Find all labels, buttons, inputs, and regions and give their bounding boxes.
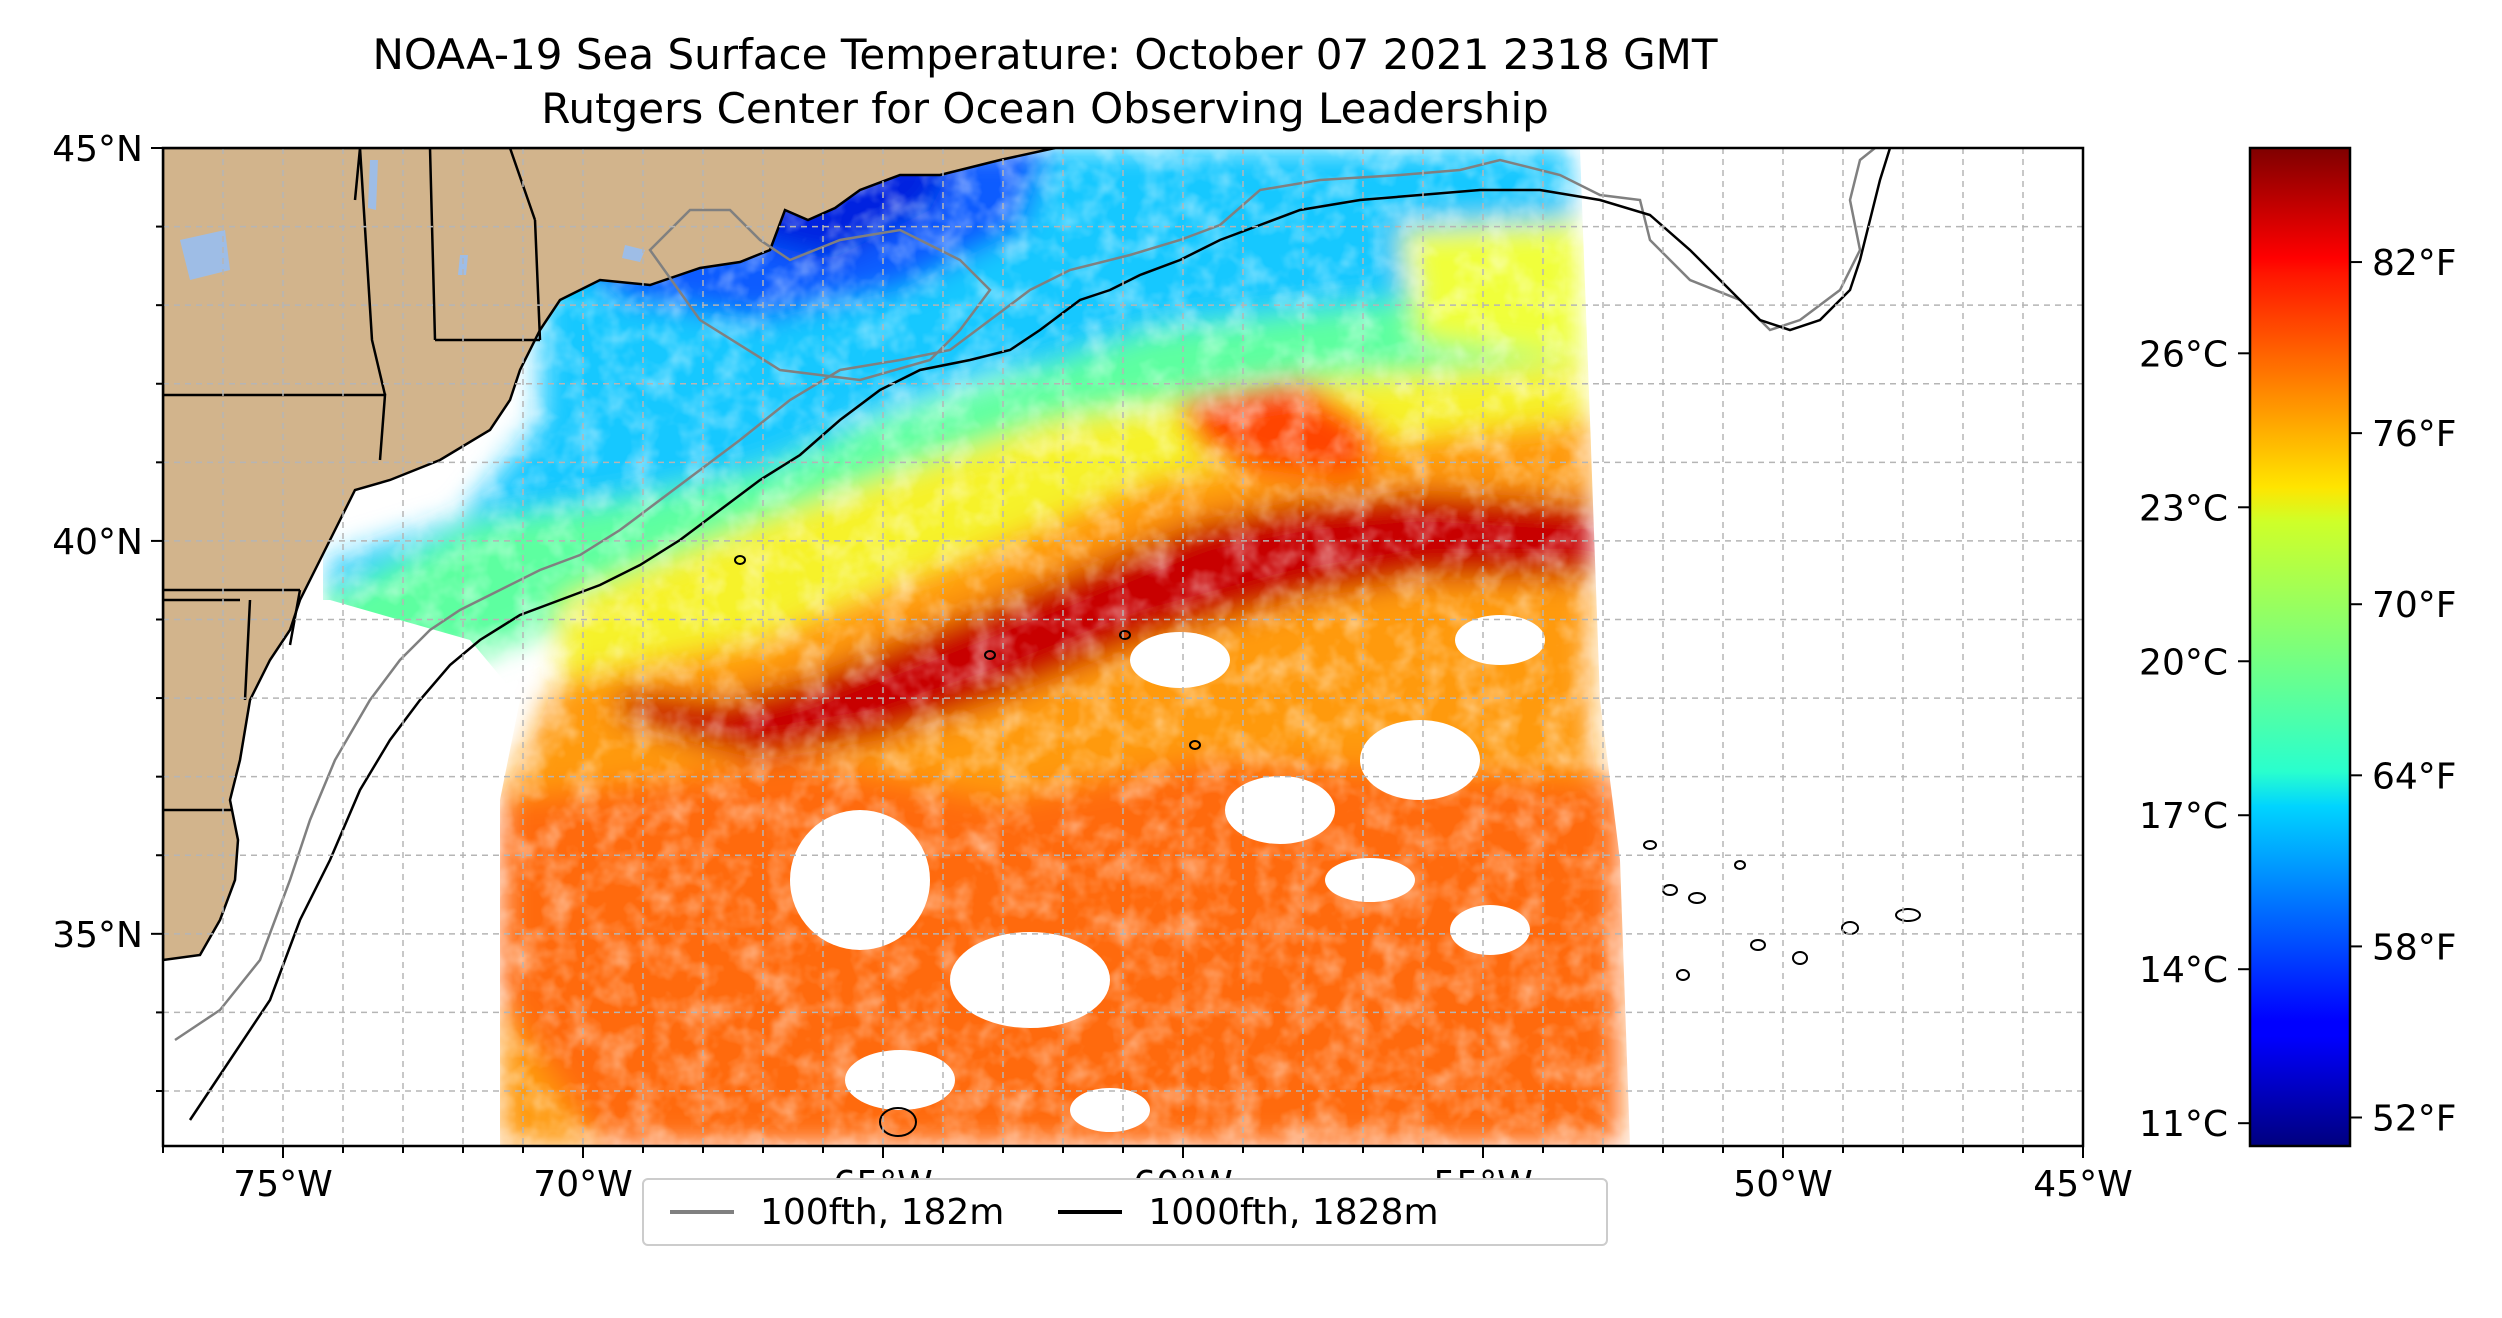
lon-tick-label: 45°W — [2033, 1164, 2132, 1205]
lon-tick-label: 75°W — [233, 1164, 332, 1205]
legend-item-100fth: 100fth, 182m — [670, 1192, 1004, 1233]
lat-tick-label: 40°N — [52, 522, 143, 563]
map-subtitle: Rutgers Center for Ocean Observing Leade… — [541, 84, 1549, 133]
colorbar: 52°F 58°F 64°F 70°F 76°F 82°F 11°C 14°C 17°C 20°… — [2139, 146, 2457, 1148]
colorbar-f-label: 58°F — [2372, 927, 2457, 968]
lon-tick-label: 50°W — [1733, 1164, 1832, 1205]
colorbar-celsius-ticks: 11°C 14°C 17°C 20°C 23°C 26°C — [2139, 334, 2250, 1145]
lat-tick-label: 35°N — [52, 915, 143, 956]
colorbar-c-label: 14°C — [2139, 950, 2228, 991]
lat-tick-label: 45°N — [52, 129, 143, 170]
colorbar-f-label: 76°F — [2372, 414, 2457, 455]
colorbar-c-label: 17°C — [2139, 796, 2228, 837]
isobath-100fth-bank — [648, 208, 992, 382]
colorbar-gradient — [2250, 148, 2350, 1146]
colorbar-c-label: 26°C — [2139, 334, 2228, 375]
legend-label-100fth: 100fth, 182m — [760, 1191, 1005, 1233]
legend: 100fth, 182m 1000fth, 1828m — [642, 1178, 1608, 1246]
land-mass — [163, 148, 1056, 962]
colorbar-frame — [2248, 146, 2352, 1148]
map-panel — [163, 148, 2083, 1146]
legend-swatch-1000fth — [1058, 1210, 1123, 1214]
gridlines — [163, 148, 2083, 1146]
colorbar-f-label: 52°F — [2372, 1098, 2457, 1139]
colorbar-c-label: 20°C — [2139, 642, 2228, 683]
colorbar-c-label: 11°C — [2139, 1104, 2228, 1145]
colorbar-f-label: 82°F — [2372, 243, 2457, 284]
legend-item-1000fth: 1000fth, 1828m — [1058, 1191, 1439, 1233]
map-title: NOAA-19 Sea Surface Temperature: October… — [372, 30, 1718, 79]
isobath-1000fth — [188, 148, 1892, 1121]
colorbar-c-label: 23°C — [2139, 488, 2228, 529]
colorbar-fahrenheit-ticks: 52°F 58°F 64°F 70°F 76°F 82°F — [2350, 243, 2457, 1139]
legend-swatch-100fth — [670, 1210, 734, 1214]
legend-label-1000fth: 1000fth, 1828m — [1148, 1191, 1439, 1233]
lon-tick-label: 70°W — [533, 1164, 632, 1205]
colorbar-f-label: 64°F — [2372, 756, 2457, 797]
lakes — [180, 160, 645, 280]
colorbar-f-label: 70°F — [2372, 585, 2457, 626]
latitude-axis: 45°N 40°N 35°N — [52, 129, 163, 1092]
